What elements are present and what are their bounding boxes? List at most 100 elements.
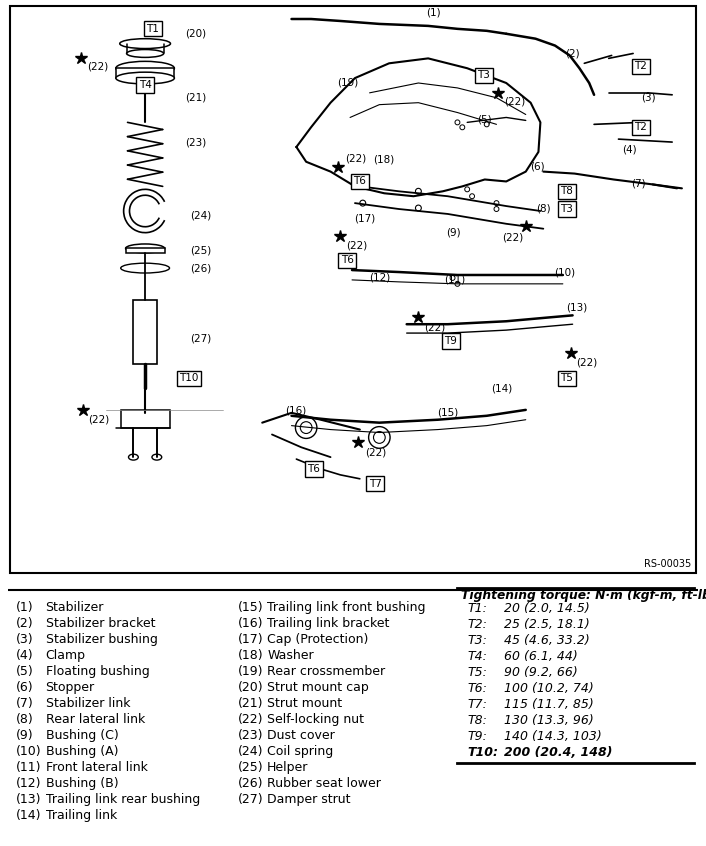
Text: T3:: T3: (467, 634, 487, 647)
Text: Floating bushing: Floating bushing (46, 665, 149, 678)
Text: T10:: T10: (467, 746, 498, 759)
Text: (24): (24) (190, 211, 211, 221)
Text: (16): (16) (238, 618, 263, 630)
Text: T3: T3 (561, 204, 573, 214)
Text: (3): (3) (642, 93, 656, 102)
Text: T2: T2 (635, 61, 647, 71)
Text: Washer: Washer (267, 649, 313, 662)
Text: (26): (26) (190, 263, 211, 273)
Text: (9): (9) (446, 228, 461, 238)
Text: 100 (10.2, 74): 100 (10.2, 74) (504, 682, 594, 695)
Ellipse shape (369, 426, 390, 448)
Text: (14): (14) (491, 383, 512, 393)
Text: (10): (10) (16, 745, 42, 758)
Text: T9:: T9: (467, 730, 487, 744)
Text: Bushing (A): Bushing (A) (46, 745, 118, 758)
Text: T8: T8 (561, 186, 573, 196)
Ellipse shape (465, 187, 469, 192)
Text: (12): (12) (16, 777, 42, 790)
Text: (24): (24) (238, 745, 263, 758)
Ellipse shape (484, 122, 489, 127)
Text: Rear lateral link: Rear lateral link (46, 713, 145, 726)
Text: T5:: T5: (467, 666, 487, 679)
Bar (121, 409, 169, 427)
Text: 140 (14.3, 103): 140 (14.3, 103) (504, 730, 602, 744)
Text: (4): (4) (622, 145, 637, 155)
Ellipse shape (152, 454, 162, 460)
Text: (22): (22) (87, 61, 108, 71)
Text: Helper: Helper (267, 761, 309, 774)
Text: Stabilizer bracket: Stabilizer bracket (46, 618, 155, 630)
Ellipse shape (494, 201, 499, 206)
Text: Stabilizer bushing: Stabilizer bushing (46, 633, 157, 646)
Text: T7:: T7: (467, 698, 487, 711)
Text: Front lateral link: Front lateral link (46, 761, 148, 774)
Ellipse shape (450, 276, 455, 280)
Text: Trailing link front bushing: Trailing link front bushing (267, 602, 426, 614)
Text: (22): (22) (365, 448, 386, 457)
Text: T1:: T1: (467, 602, 487, 615)
Text: (6): (6) (530, 162, 545, 172)
Text: (27): (27) (190, 334, 211, 344)
Text: Bushing (B): Bushing (B) (46, 777, 118, 790)
Text: (1): (1) (16, 602, 34, 614)
Text: (22): (22) (346, 240, 368, 250)
Text: (9): (9) (16, 729, 34, 742)
Text: (14): (14) (16, 810, 42, 822)
Text: (20): (20) (185, 29, 206, 39)
Text: (19): (19) (337, 78, 359, 88)
Text: (15): (15) (238, 602, 263, 614)
Text: (25): (25) (190, 245, 211, 255)
Text: 45 (4.6, 33.2): 45 (4.6, 33.2) (504, 634, 590, 647)
Text: T2:: T2: (467, 618, 487, 631)
Text: Stabilizer link: Stabilizer link (46, 697, 130, 711)
Text: Self-locking nut: Self-locking nut (267, 713, 364, 726)
Text: T6: T6 (308, 464, 321, 474)
Text: (15): (15) (437, 408, 458, 418)
Text: (27): (27) (238, 794, 263, 806)
Text: (18): (18) (373, 155, 395, 165)
Text: 130 (13.3, 96): 130 (13.3, 96) (504, 714, 594, 728)
Text: T3: T3 (477, 70, 490, 80)
Text: (23): (23) (185, 137, 206, 147)
Text: (5): (5) (477, 114, 492, 124)
Text: Coil spring: Coil spring (267, 745, 333, 758)
Text: 60 (6.1, 44): 60 (6.1, 44) (504, 651, 578, 663)
Text: (17): (17) (354, 214, 376, 224)
Text: (17): (17) (238, 633, 263, 646)
Ellipse shape (126, 244, 164, 253)
Text: T6:: T6: (467, 682, 487, 695)
Ellipse shape (360, 184, 366, 190)
Text: (13): (13) (16, 794, 42, 806)
Text: (25): (25) (238, 761, 263, 774)
Text: 200 (20.4, 148): 200 (20.4, 148) (504, 746, 613, 759)
Text: T1: T1 (146, 24, 160, 34)
Bar (126, 249, 164, 253)
Text: (22): (22) (577, 358, 598, 368)
Text: T10: T10 (179, 373, 198, 383)
Ellipse shape (121, 263, 169, 273)
Text: (18): (18) (238, 649, 263, 662)
Text: T6: T6 (341, 255, 354, 265)
Text: (2): (2) (566, 48, 580, 58)
Text: Dust cover: Dust cover (267, 729, 335, 742)
Text: (2): (2) (16, 618, 34, 630)
Ellipse shape (415, 189, 421, 195)
Text: (8): (8) (16, 713, 34, 726)
Text: T7: T7 (369, 479, 382, 489)
Text: (26): (26) (238, 777, 263, 790)
Text: Rubber seat lower: Rubber seat lower (267, 777, 381, 790)
Text: (16): (16) (285, 406, 306, 416)
Bar (116, 69, 174, 78)
Text: T6: T6 (354, 177, 366, 186)
Text: T8:: T8: (467, 714, 487, 728)
Text: (22): (22) (424, 322, 445, 332)
Text: 115 (11.7, 85): 115 (11.7, 85) (504, 698, 594, 711)
Text: (13): (13) (566, 303, 587, 312)
Text: (12): (12) (369, 273, 390, 283)
Text: (22): (22) (503, 233, 524, 243)
Text: (5): (5) (16, 665, 34, 678)
Ellipse shape (300, 421, 312, 433)
Ellipse shape (126, 50, 164, 58)
Text: (7): (7) (16, 697, 34, 711)
